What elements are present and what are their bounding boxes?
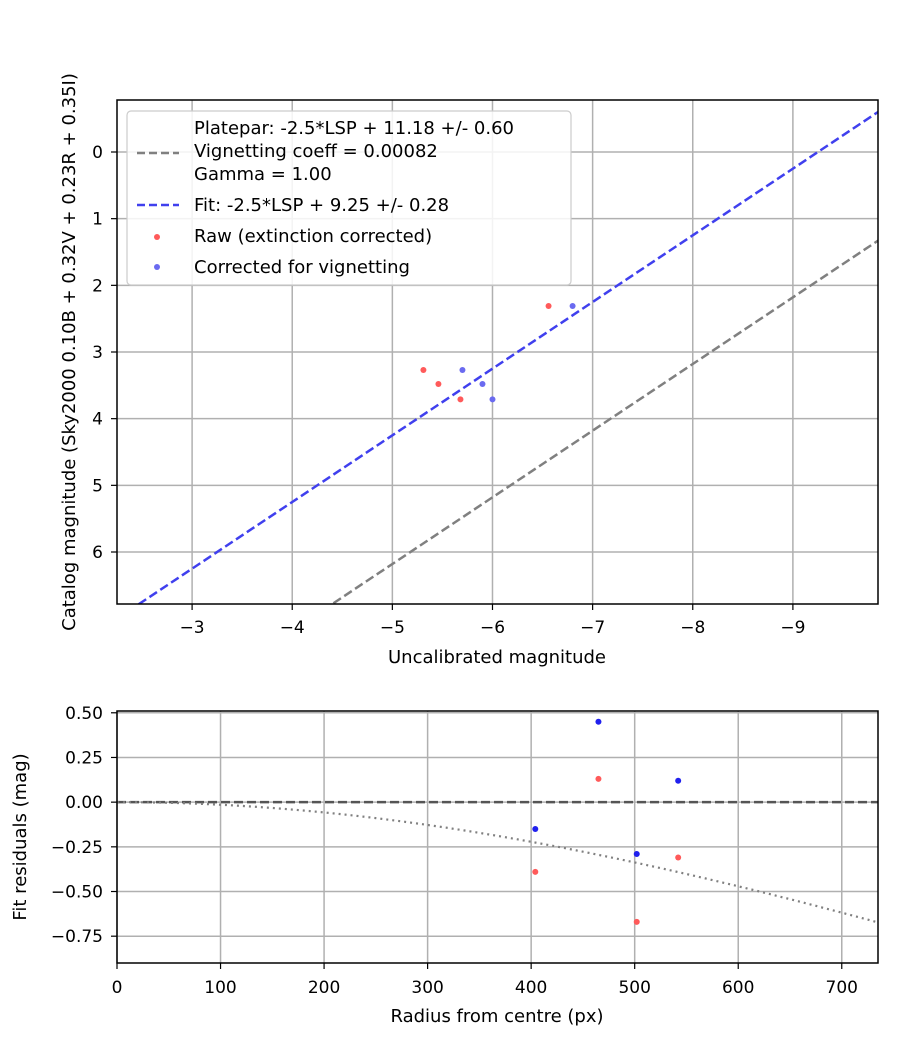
legend-box: [126, 110, 572, 286]
top-fit-lines: [136, 110, 878, 604]
bottom-x-tick-label: 600: [722, 978, 754, 998]
bottom-x-tick-label: 700: [826, 978, 858, 998]
top-y-tick-label: 0: [92, 143, 103, 163]
legend-corrected-label: Corrected for vignetting: [194, 257, 410, 278]
bottom-y-tick-label: −0.25: [51, 838, 103, 858]
bottom-x-tick-label: 500: [618, 978, 650, 998]
magnitude-chart: −3 −4 −5 −6 −7 −8 −9 0 1 2 3 4 5 6 Uncalibrated magn…: [59, 73, 879, 668]
bottom-x-tick-label: 0: [112, 978, 123, 998]
legend-raw-marker: [154, 234, 160, 240]
bottom-x-tick-label: 200: [308, 978, 340, 998]
top-y-tick-label: 4: [92, 410, 103, 430]
top-y-ticks: 0 1 2 3 4 5 6: [92, 143, 117, 563]
top-x-tick-label: −7: [580, 618, 605, 638]
corrected-point: [459, 367, 466, 373]
raw-residual-point: [675, 854, 682, 861]
top-data-points: [420, 303, 576, 403]
top-x-tick-label: −3: [180, 618, 205, 638]
legend-platepar-label-line: Gamma = 1.00: [194, 164, 332, 185]
corrected-point: [479, 381, 486, 387]
corrected-residual-point: [633, 850, 640, 857]
bottom-gridlines: [116, 711, 878, 963]
bottom-x-tick-label: 300: [411, 978, 443, 998]
bottom-plot-frame: [116, 710, 879, 964]
bottom-y-tick-label: 0.25: [65, 748, 103, 768]
bottom-reference-lines: [117, 800, 878, 924]
top-x-tick-label: −5: [380, 618, 405, 638]
legend-platepar-label: Platepar: -2.5*LSP + 11.18 +/- 0.60 Vigne…: [194, 118, 514, 185]
bottom-x-axis-label: Radius from centre (px): [390, 1006, 603, 1027]
bottom-y-tick-label: 0.50: [65, 704, 103, 724]
bottom-data-points: [532, 718, 682, 925]
top-y-tick-label: 5: [92, 476, 103, 496]
top-x-tick-label: −8: [680, 618, 705, 638]
bottom-y-tick-label: −0.50: [51, 883, 103, 903]
legend-platepar-label-line: Platepar: -2.5*LSP + 11.18 +/- 0.60: [194, 118, 514, 139]
raw-point: [457, 396, 464, 403]
residuals-chart: 0 100 200 300 400 500 600 700 0.50 0.25 0.00 −0.25…: [10, 704, 879, 1027]
bottom-y-ticks: 0.50 0.25 0.00 −0.25 −0.50 −0.75: [51, 704, 117, 947]
raw-point: [420, 367, 427, 373]
corrected-residual-point: [675, 777, 682, 784]
corrected-point: [569, 303, 576, 309]
legend-corrected-marker: [154, 264, 160, 270]
legend-platepar-label-line: Vignetting coeff = 0.00082: [194, 141, 438, 162]
corrected-residual-point: [532, 825, 539, 832]
top-x-tick-label: −9: [780, 618, 805, 638]
top-y-tick-label: 2: [92, 276, 103, 296]
top-y-tick-label: 3: [92, 343, 103, 363]
bottom-y-tick-label: −0.75: [51, 927, 103, 947]
legend-raw-label: Raw (extinction corrected): [194, 226, 432, 247]
bottom-x-tick-label: 100: [204, 978, 236, 998]
top-gridlines: [117, 100, 878, 604]
top-x-tick-label: −6: [480, 618, 505, 638]
raw-point: [435, 381, 442, 387]
bottom-x-tick-label: 400: [515, 978, 547, 998]
platepar-line: [330, 239, 878, 604]
bottom-y-axis-label: Fit residuals (mag): [10, 753, 31, 920]
raw-residual-point: [532, 868, 539, 875]
corrected-residual-point: [595, 718, 602, 725]
top-x-ticks: −3 −4 −5 −6 −7 −8 −9: [180, 604, 805, 638]
top-y-tick-label: 6: [92, 543, 103, 563]
top-y-axis-label: Catalog magnitude (Sky2000 0.10B + 0.32V…: [59, 73, 80, 631]
top-x-tick-label: −4: [280, 618, 305, 638]
top-y-tick-label: 1: [92, 210, 103, 230]
bottom-x-ticks: 0 100 200 300 400 500 600 700: [112, 963, 858, 998]
bottom-y-tick-label: 0.00: [65, 793, 103, 813]
vignetting-curve: [117, 801, 878, 924]
raw-residual-point: [595, 775, 602, 782]
legend-fit-label: Fit: -2.5*LSP + 9.25 +/- 0.28: [194, 195, 449, 216]
raw-residual-point: [633, 918, 640, 925]
raw-point: [545, 303, 552, 309]
top-x-axis-label: Uncalibrated magnitude: [388, 647, 606, 668]
corrected-point: [489, 396, 496, 403]
legend: Platepar: -2.5*LSP + 11.18 +/- 0.60 Vigne…: [126, 110, 572, 286]
fit-line: [136, 110, 878, 604]
